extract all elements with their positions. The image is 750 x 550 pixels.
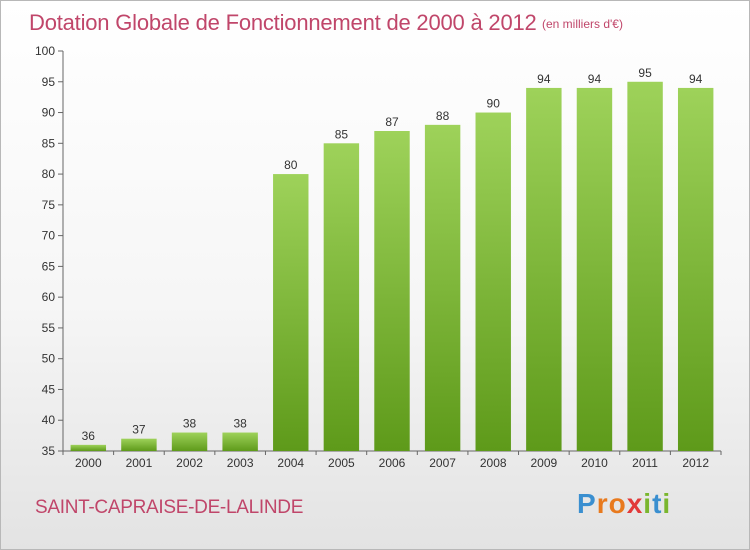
y-tick-label: 90 (42, 106, 56, 120)
logo-letter: P (577, 488, 597, 519)
x-axis: 2000 2001 2002 2003 2004 2005 2006 2007 2008 2009… (62, 450, 722, 470)
bars: 36 37 38 38 80 85 87 88 90 94 94 95 94 (70, 66, 714, 452)
bar-value-label: 90 (487, 97, 501, 111)
bar (121, 438, 157, 451)
x-tick-label: 2005 (328, 456, 355, 470)
chart-subtitle: (en milliers d'€) (542, 17, 623, 31)
bar-value-label: 95 (638, 66, 652, 80)
bar-value-label: 38 (183, 417, 197, 431)
y-tick-label: 95 (42, 75, 56, 89)
y-tick-label: 70 (42, 229, 56, 243)
x-tick-label: 2012 (682, 456, 709, 470)
x-tick-label: 2003 (227, 456, 254, 470)
y-tick-label: 65 (42, 259, 56, 273)
bar (526, 87, 562, 451)
x-tick-label: 2006 (379, 456, 406, 470)
y-tick-label: 75 (42, 198, 56, 212)
logo-letter: i (662, 488, 672, 519)
y-tick-label: 45 (42, 382, 56, 396)
logo-letter: x (626, 488, 644, 519)
x-tick-label: 2011 (632, 456, 658, 470)
logo-letter: o (608, 488, 627, 519)
x-tick-label: 2010 (581, 456, 608, 470)
bar-value-label: 80 (284, 158, 298, 172)
logo-letter: t (652, 488, 663, 519)
proxiti-logo: Proxiti (577, 488, 671, 520)
bar (70, 444, 107, 451)
x-tick-label: 2001 (126, 456, 153, 470)
bar (222, 432, 258, 451)
bar-value-label: 94 (588, 72, 602, 86)
y-axis: 35 40 45 50 55 60 65 70 75 80 85 90 95 100 (35, 44, 64, 458)
y-tick-label: 100 (35, 44, 55, 58)
x-tick-label: 2008 (480, 456, 507, 470)
logo-letter: i (643, 488, 653, 519)
x-tick-label: 2002 (176, 456, 203, 470)
y-tick-label: 80 (42, 167, 56, 181)
x-tick-label: 2009 (530, 456, 557, 470)
bar-value-label: 85 (335, 127, 349, 141)
bar-value-label: 94 (689, 72, 703, 86)
y-tick-label: 55 (42, 321, 56, 335)
y-tick-label: 60 (42, 290, 56, 304)
bar (171, 432, 208, 451)
x-tick-label: 2000 (75, 456, 102, 470)
bar-value-label: 36 (82, 429, 96, 443)
x-tick-label: 2004 (277, 456, 304, 470)
bar (627, 81, 663, 452)
x-tick-label: 2007 (429, 456, 456, 470)
bar (273, 174, 309, 452)
bar-value-label: 88 (436, 109, 450, 123)
y-tick-label: 85 (42, 136, 56, 150)
y-tick-label: 40 (42, 413, 56, 427)
bar-value-label: 38 (233, 417, 247, 431)
bar (576, 87, 613, 451)
bar (475, 112, 511, 452)
chart-title: Dotation Globale de Fonctionnement de 20… (29, 10, 537, 35)
commune-name: SAINT-CAPRAISE-DE-LALINDE (35, 497, 304, 518)
y-tick-label: 35 (42, 444, 56, 458)
logo-letter: r (596, 488, 609, 519)
bar-value-label: 37 (132, 423, 146, 437)
bar-value-label: 94 (537, 72, 551, 86)
y-tick-label: 50 (42, 352, 56, 366)
bar (677, 87, 714, 451)
bar-value-label: 87 (385, 115, 399, 129)
bar (374, 131, 410, 451)
bar (323, 143, 360, 452)
bar (424, 124, 461, 451)
